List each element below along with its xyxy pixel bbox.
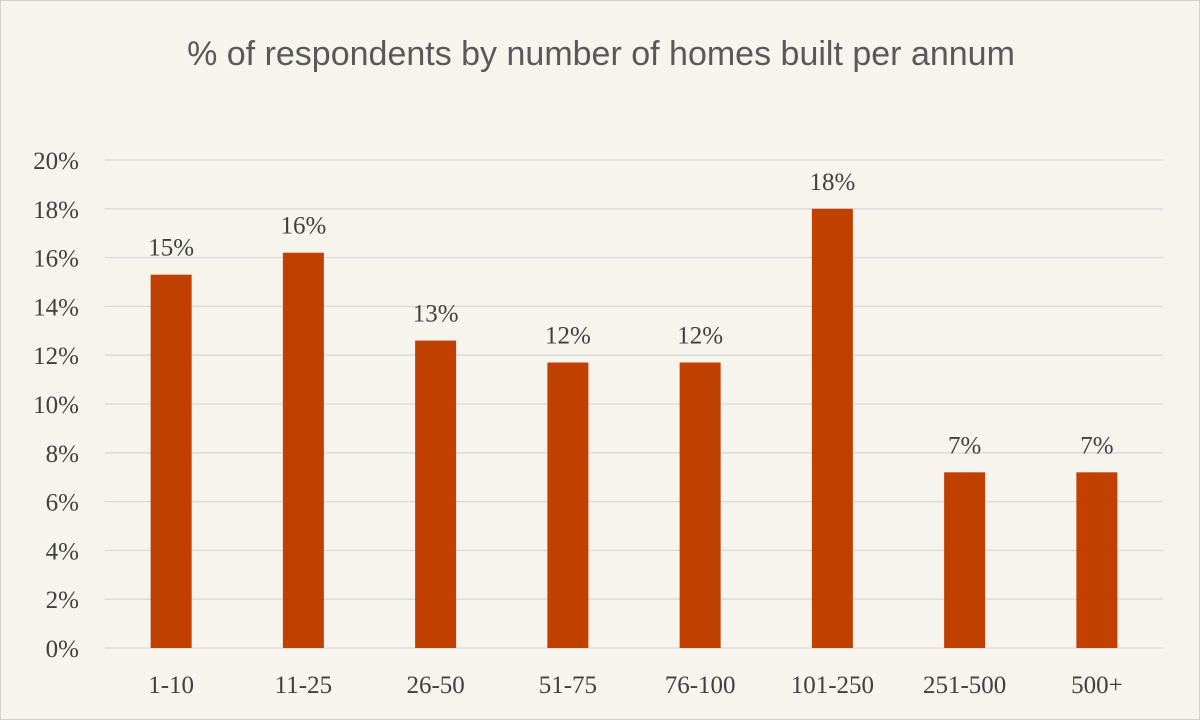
x-axis-category-labels: 1-10 11-25 26-50 51-75 76-100 101-250 251-500 5…: [148, 672, 1122, 699]
y-tick-label: 12%: [33, 343, 79, 370]
y-tick-label: 0%: [46, 636, 79, 663]
bar-11-25: [282, 252, 324, 648]
bar-76-100: [679, 362, 721, 648]
y-tick-label: 18%: [33, 197, 79, 224]
data-label: 16%: [280, 213, 326, 240]
y-tick-label: 20%: [33, 148, 79, 175]
category-label: 76-100: [665, 672, 736, 699]
bars: [150, 208, 1118, 649]
bar-51-75: [547, 362, 589, 648]
y-tick-label: 14%: [33, 294, 79, 321]
bar-101-250: [811, 208, 853, 649]
bar-1-10: [150, 274, 192, 648]
category-label: 11-25: [275, 672, 332, 699]
y-tick-label: 8%: [46, 441, 79, 468]
category-label: 26-50: [406, 672, 464, 699]
data-label: 18%: [809, 169, 855, 196]
category-label: 51-75: [539, 672, 597, 699]
data-label: 15%: [148, 235, 194, 262]
gridlines: [105, 159, 1163, 649]
data-label: 13%: [413, 301, 459, 328]
y-tick-label: 6%: [46, 490, 79, 517]
y-tick-label: 10%: [33, 392, 79, 419]
chart-title: % of respondents by number of homes buil…: [187, 35, 1015, 73]
data-label: 12%: [545, 323, 591, 350]
data-label: 12%: [677, 323, 723, 350]
bar-251-500: [944, 472, 986, 648]
category-label: 251-500: [923, 672, 1006, 699]
bar-26-50: [415, 340, 457, 648]
category-label: 101-250: [791, 672, 874, 699]
bar-500+: [1076, 472, 1118, 648]
y-axis-tick-labels: 0% 2% 4% 6% 8% 10% 12% 14% 16% 18% 20%: [33, 148, 79, 663]
data-label: 7%: [948, 432, 981, 459]
data-labels: 15% 16% 13% 12% 12% 18% 7% 7%: [148, 169, 1113, 460]
category-label: 500+: [1071, 672, 1123, 699]
y-tick-label: 4%: [46, 538, 79, 565]
y-tick-label: 2%: [46, 587, 79, 614]
data-label: 7%: [1080, 432, 1113, 459]
y-tick-label: 16%: [33, 246, 79, 273]
category-label: 1-10: [148, 672, 194, 699]
